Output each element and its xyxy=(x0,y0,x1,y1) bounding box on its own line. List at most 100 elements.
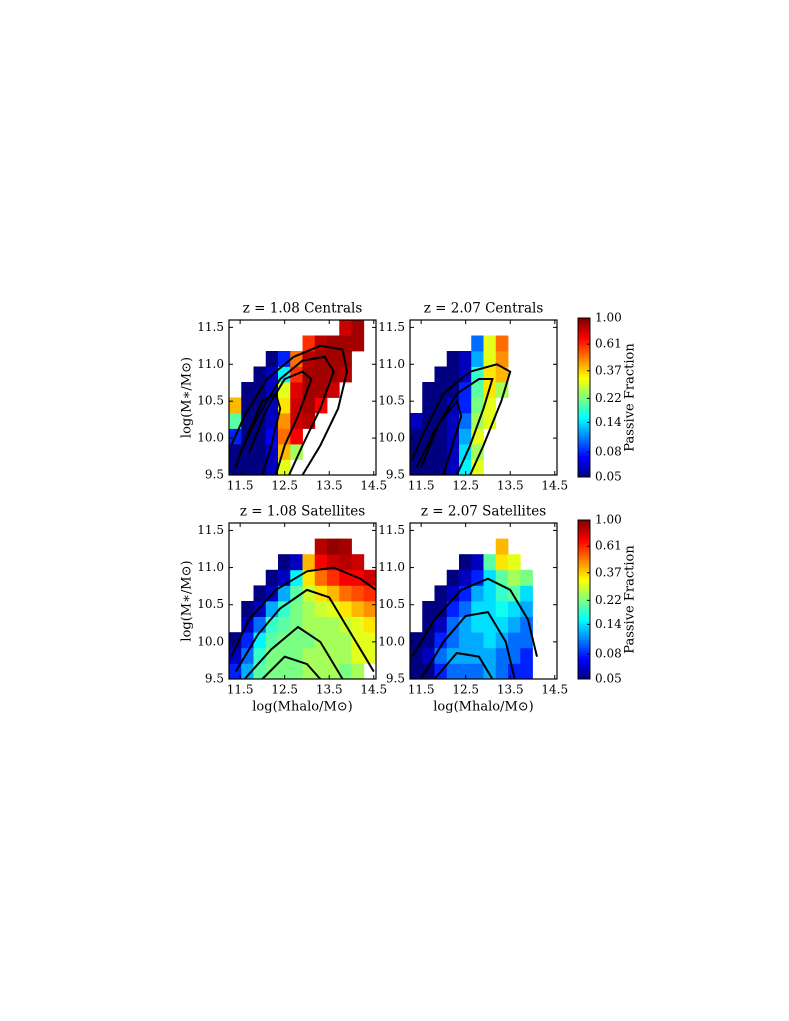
colorbar-swatch xyxy=(578,554,590,558)
colorbar-swatch xyxy=(578,615,590,619)
heatmap-cell xyxy=(339,351,352,367)
colorbar-swatch xyxy=(578,602,590,606)
y-tick-label: 10.0 xyxy=(378,634,405,648)
plot-area xyxy=(410,335,512,475)
heatmap-cell xyxy=(363,647,376,664)
colorbar-swatch xyxy=(578,618,590,622)
axes-frame xyxy=(228,319,377,476)
heatmap-cell xyxy=(278,413,291,429)
contour-line xyxy=(420,610,516,679)
colorbar-swatch xyxy=(578,623,590,627)
heatmap-cell xyxy=(495,632,509,649)
heatmap-cell xyxy=(253,366,267,383)
y-tick-label: 11.0 xyxy=(378,357,405,371)
colorbar-swatch xyxy=(578,562,590,566)
colorbar-swatch xyxy=(578,392,590,396)
colorbar-swatch xyxy=(578,578,590,582)
colorbar-tick-label: 0.61 xyxy=(595,539,622,553)
heatmap-cell xyxy=(422,647,435,664)
colorbar-swatch xyxy=(578,455,590,459)
heatmap-cell xyxy=(422,663,435,679)
heatmap-cell xyxy=(363,601,376,617)
heatmap-cell xyxy=(327,554,340,571)
colorbar-swatch xyxy=(578,333,590,338)
heatmap-cell xyxy=(422,382,435,398)
colorbar-swatch xyxy=(578,323,590,327)
colorbar: 1.00 0.61 0.37 0.22 0.14 0.08 0.05 Passive Frac… xyxy=(577,311,638,484)
y-tick-label: 9.5 xyxy=(205,468,224,482)
x-tick-label: 14.5 xyxy=(541,479,568,493)
heatmap-cell xyxy=(434,366,448,383)
colorbar-swatch xyxy=(578,431,590,436)
x-tick-label: 12.5 xyxy=(452,479,479,493)
heatmap-cell xyxy=(471,585,484,602)
y-tick-label: 11.5 xyxy=(197,320,224,334)
colorbar-swatch xyxy=(578,442,590,446)
x-tick-label: 14.5 xyxy=(541,683,568,697)
colorbar-swatch xyxy=(578,413,590,417)
panel: 11.5 12.5 13.5 14.5 9.5 10.0 10.5 11.0 11.5 z = 1… xyxy=(180,504,388,715)
heatmap-cell xyxy=(302,585,316,602)
contour-line xyxy=(239,355,335,475)
colorbar-swatch xyxy=(578,530,590,534)
colorbar-swatch xyxy=(578,355,590,359)
panel-title: z = 2.07 Centrals xyxy=(424,301,544,317)
heatmap-cell xyxy=(483,413,497,429)
heatmap-cell xyxy=(327,382,340,398)
colorbar-swatch xyxy=(578,636,590,640)
colorbar-swatch xyxy=(578,573,590,577)
colorbar-swatch xyxy=(578,357,590,361)
heatmap-cell xyxy=(314,647,328,664)
colorbar-swatch xyxy=(578,633,590,638)
x-tick-label: 12.5 xyxy=(271,479,298,493)
heatmap-cell xyxy=(241,459,254,475)
heatmap-cell xyxy=(446,351,460,367)
colorbar-swatch xyxy=(578,469,590,473)
heatmap-cell xyxy=(434,428,448,445)
heatmap-cell xyxy=(302,601,316,617)
heatmap-cell xyxy=(314,616,328,633)
heatmap-cell xyxy=(459,632,472,649)
heatmap-cell xyxy=(351,585,365,602)
heatmap-cell xyxy=(520,585,533,602)
heatmap-cell xyxy=(520,647,533,664)
heatmap-cell xyxy=(483,554,497,571)
heatmap-cell xyxy=(290,444,303,460)
heatmap-cell xyxy=(422,632,435,649)
x-tick-label: 13.5 xyxy=(316,683,343,697)
heatmap-cell xyxy=(351,632,365,649)
colorbar-tick-label: 1.00 xyxy=(595,311,622,325)
contour-line xyxy=(234,392,282,475)
heatmap-cell xyxy=(471,444,484,460)
colorbar-swatch xyxy=(578,557,590,561)
colorbar-swatch xyxy=(578,607,590,611)
colorbar-swatch xyxy=(578,565,590,569)
y-tick-label: 11.0 xyxy=(197,560,224,574)
colorbar-swatch xyxy=(578,471,590,475)
heatmap-cell xyxy=(471,554,484,571)
colorbar-swatch xyxy=(578,453,590,457)
contour-line xyxy=(433,651,494,679)
heatmap-cell xyxy=(459,601,472,617)
heatmap-cell xyxy=(471,397,484,414)
y-tick-label: 11.5 xyxy=(378,523,405,537)
colorbar-swatch xyxy=(578,325,590,330)
colorbar-swatch xyxy=(578,371,590,375)
heatmap-cell xyxy=(229,647,242,664)
colorbar-swatch xyxy=(578,520,590,524)
y-axis-label: log(M∗/M⊙) xyxy=(180,357,195,438)
heatmap-cell xyxy=(434,382,448,398)
colorbar-swatch xyxy=(578,474,590,478)
x-tick-label: 14.5 xyxy=(360,683,387,697)
heatmap-cell xyxy=(229,444,242,460)
colorbar-swatch xyxy=(578,647,590,651)
colorbar-swatch xyxy=(578,320,590,324)
heatmap-cell xyxy=(495,647,509,664)
heatmap-cell xyxy=(302,569,316,586)
heatmap-cell xyxy=(351,554,365,571)
x-tick-label: 11.5 xyxy=(227,479,254,493)
contour-line xyxy=(234,588,375,673)
heatmap-cell xyxy=(314,366,328,383)
contour-line xyxy=(411,363,512,475)
colorbar-swatch xyxy=(578,405,590,409)
